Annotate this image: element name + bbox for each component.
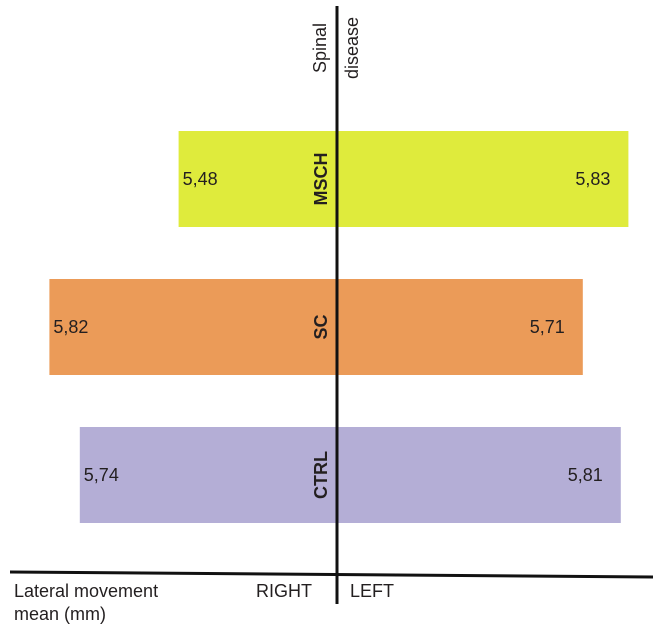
value-label-ctrl-left: 5,81 — [568, 465, 603, 485]
axis-label-line-1: Lateral movement — [14, 581, 158, 601]
value-label-sc-left: 5,71 — [530, 317, 565, 337]
bars-layer — [49, 131, 629, 523]
value-label-ctrl-right: 5,74 — [84, 465, 119, 485]
value-label-sc-right: 5,82 — [53, 317, 88, 337]
bar-ctrl-left — [337, 427, 621, 523]
group-label-sc: SC — [311, 314, 331, 339]
horizontal-axis-line — [9, 570, 653, 579]
bar-sc-left — [337, 279, 583, 375]
value-label-msch-right: 5,48 — [183, 169, 218, 189]
right-side-label: RIGHT — [256, 581, 312, 601]
bar-msch-right — [178, 131, 337, 227]
axis-label-line-2: mean (mm) — [14, 604, 106, 624]
bar-msch-left — [337, 131, 629, 227]
bar-ctrl-right — [79, 427, 338, 523]
vertical-axis-label-line-2: disease — [342, 17, 362, 79]
value-labels-layer: 5,48 5,83 5,82 5,71 5,74 5,81 — [53, 169, 610, 485]
group-labels-layer: MSCH SC CTRL — [311, 153, 331, 500]
left-side-label: LEFT — [350, 581, 394, 601]
vertical-axis-label-line-1: Spinal — [310, 23, 330, 73]
group-label-ctrl: CTRL — [311, 451, 331, 499]
value-label-msch-left: 5,83 — [575, 169, 610, 189]
bar-sc-right — [49, 279, 338, 375]
group-label-msch: MSCH — [311, 153, 331, 206]
